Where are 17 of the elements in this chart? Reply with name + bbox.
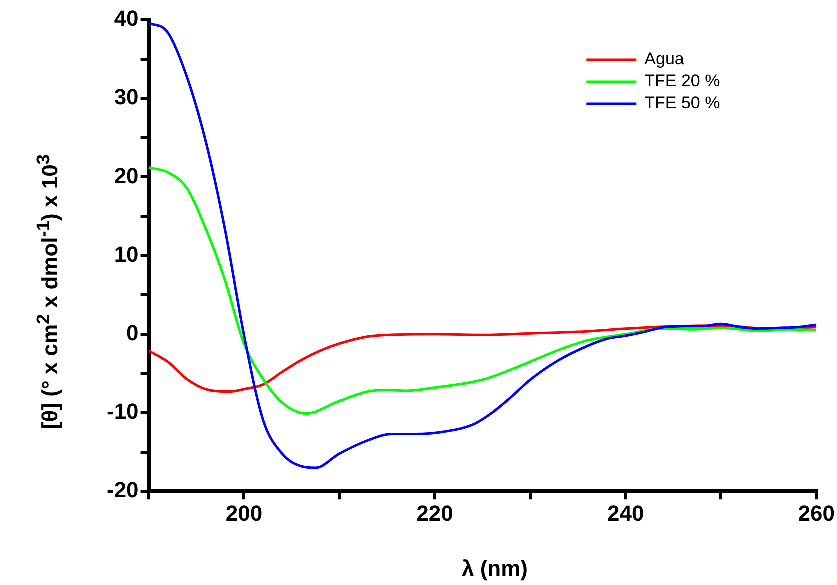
x-tick-label: 200 (226, 500, 263, 526)
legend-label: TFE 20 % (644, 72, 720, 91)
y-tick-label: 10 (114, 242, 139, 267)
y-tick-label: 20 (114, 163, 139, 188)
x-tick-label: 240 (607, 500, 644, 526)
line-series (148, 166, 817, 416)
y-tick-label: 30 (114, 84, 139, 110)
y-tick-label: -20 (107, 478, 139, 503)
x-axis-title: λ (nm) (462, 556, 528, 582)
legend-label: Agua (644, 50, 685, 69)
y-tick-label: -10 (107, 399, 139, 424)
x-tick-label: 220 (416, 500, 454, 526)
line-series (148, 22, 817, 470)
y-tick-label: 0 (126, 320, 139, 346)
x-tick-label: 260 (798, 500, 836, 526)
y-tick-label: 40 (114, 6, 139, 32)
legend-label: TFE 50 % (644, 94, 720, 113)
